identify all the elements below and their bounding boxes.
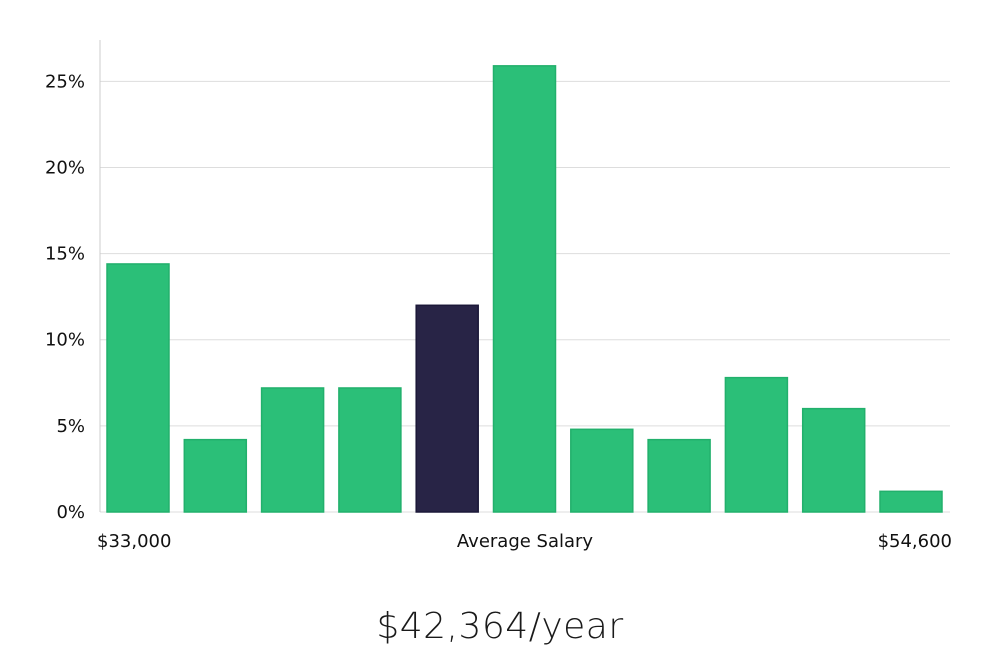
- bar: [647, 438, 711, 513]
- bar: [106, 263, 170, 513]
- bar-average: [415, 304, 479, 513]
- y-tick-label: 15%: [45, 244, 85, 265]
- bars-layer: [106, 65, 943, 513]
- average-salary-value: $42,364/year: [376, 606, 624, 647]
- axis-layer: $33,000 Average Salary $54,600: [97, 40, 952, 552]
- x-axis-average-label: Average Salary: [457, 531, 594, 552]
- y-tick-label: 25%: [45, 71, 85, 92]
- x-axis-max-label: $54,600: [878, 531, 952, 552]
- bar: [879, 490, 943, 513]
- bar: [492, 65, 557, 513]
- x-axis-min-label: $33,000: [97, 531, 171, 552]
- bar: [724, 376, 789, 513]
- bar: [183, 438, 248, 513]
- bar: [570, 428, 634, 513]
- y-tick-label: 5%: [56, 416, 85, 437]
- y-tick-label: 10%: [45, 330, 85, 351]
- bar: [260, 387, 325, 513]
- histogram-svg: 0% 5% 10% 15% 20% 25% $33,000 Average Salary …: [45, 40, 952, 552]
- bar: [338, 387, 402, 513]
- y-tick-label: 20%: [45, 157, 85, 178]
- y-tick-label: 0%: [56, 502, 85, 523]
- bar: [801, 407, 866, 513]
